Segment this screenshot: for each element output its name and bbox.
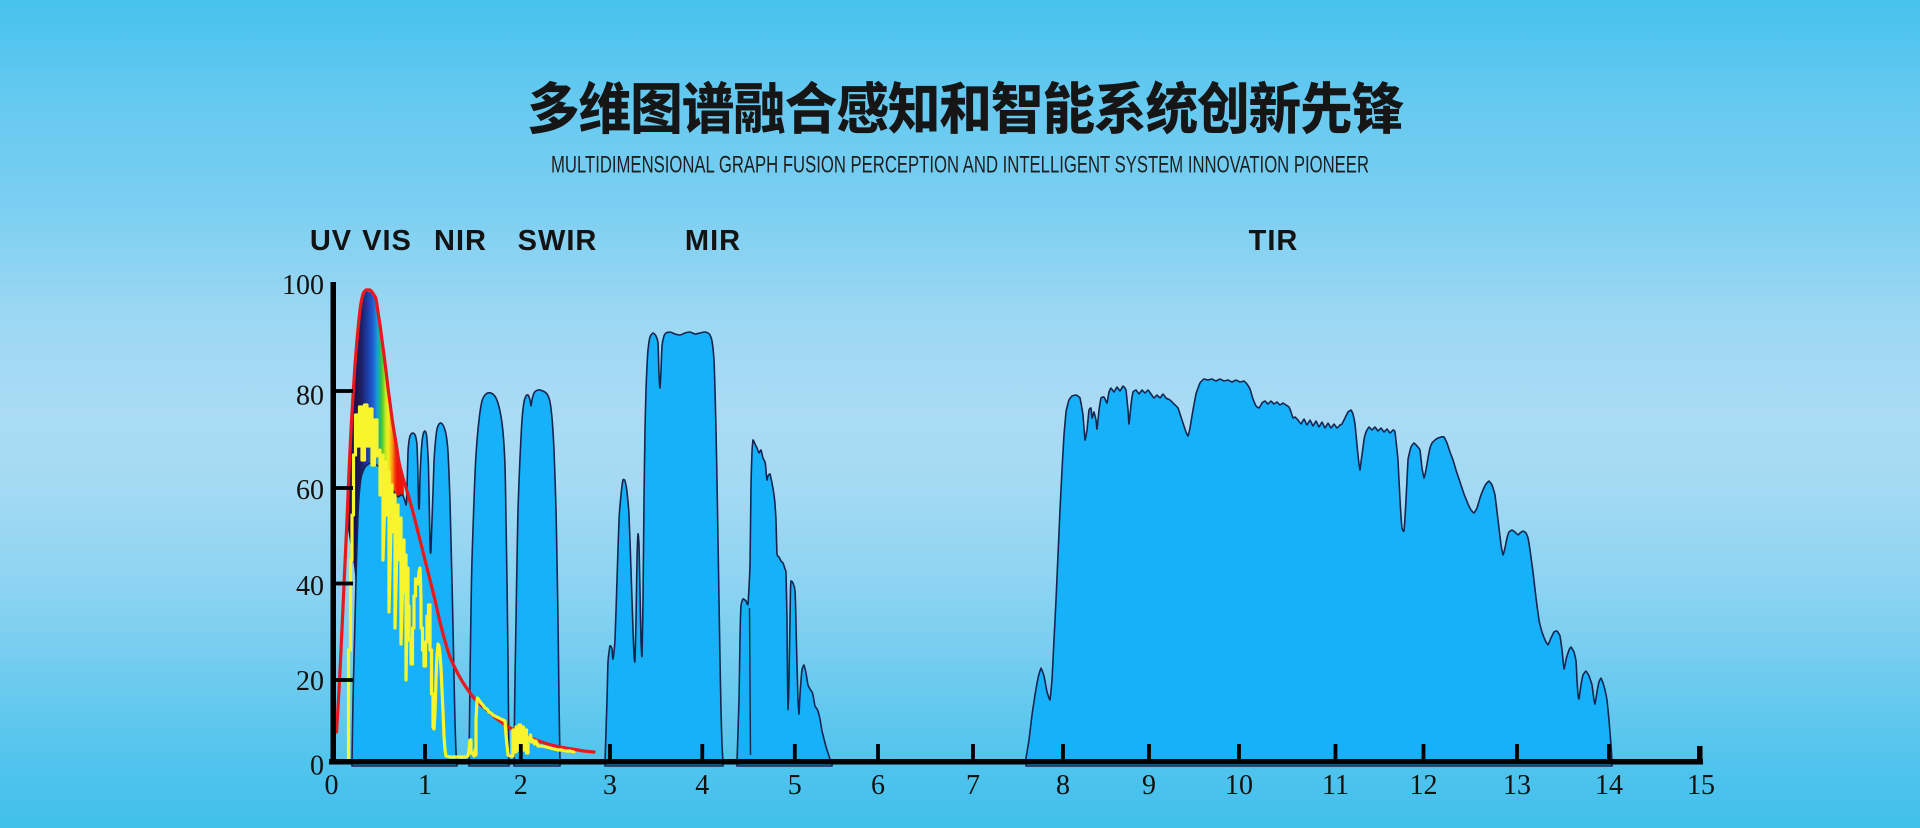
svg-text:0: 0 — [310, 751, 324, 782]
svg-text:9: 9 — [1142, 770, 1156, 801]
svg-text:20: 20 — [296, 666, 324, 697]
svg-text:5: 5 — [788, 770, 802, 801]
svg-text:14: 14 — [1595, 770, 1623, 801]
svg-text:3: 3 — [603, 770, 617, 801]
svg-text:UV: UV — [310, 225, 352, 257]
svg-text:VIS: VIS — [362, 225, 412, 257]
svg-text:80: 80 — [296, 381, 324, 412]
svg-text:0: 0 — [325, 770, 339, 801]
svg-text:15: 15 — [1687, 770, 1715, 801]
svg-text:7: 7 — [966, 770, 980, 801]
svg-text:1: 1 — [418, 770, 432, 801]
svg-text:8: 8 — [1056, 770, 1070, 801]
svg-text:MIR: MIR — [685, 225, 741, 257]
svg-text:40: 40 — [296, 571, 324, 602]
svg-text:6: 6 — [871, 770, 885, 801]
svg-text:4: 4 — [695, 770, 709, 801]
svg-text:SWIR: SWIR — [518, 225, 598, 257]
svg-text:10: 10 — [1225, 770, 1253, 801]
svg-text:TIR: TIR — [1249, 225, 1299, 257]
svg-text:2: 2 — [514, 770, 528, 801]
svg-text:60: 60 — [296, 475, 324, 506]
svg-text:100: 100 — [282, 270, 324, 301]
svg-text:MULTIDIMENSIONAL GRAPH FUSION: MULTIDIMENSIONAL GRAPH FUSION PERCEPTION… — [551, 152, 1369, 179]
svg-text:13: 13 — [1503, 770, 1531, 801]
svg-text:NIR: NIR — [434, 225, 487, 257]
svg-text:12: 12 — [1410, 770, 1438, 801]
svg-text:11: 11 — [1322, 770, 1349, 801]
